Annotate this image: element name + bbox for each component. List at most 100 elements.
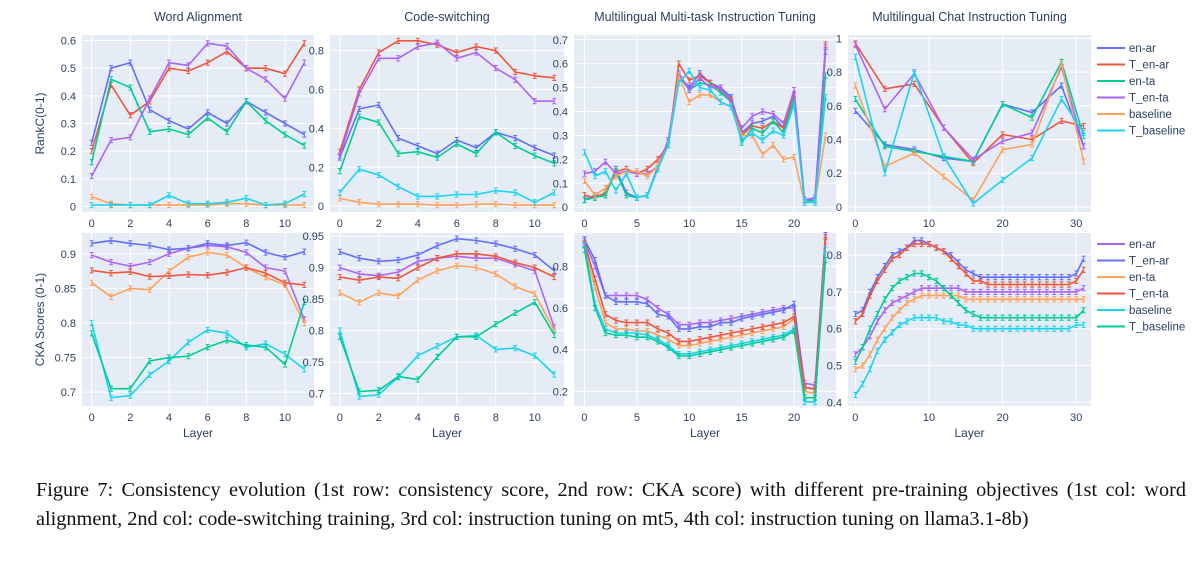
data-point <box>1022 314 1027 321</box>
subplot-r2c1: 0.7 0.75 0.8 0.85 0.9 0 2 4 6 8 10 Layer CKA Scores … <box>33 233 314 440</box>
data-point <box>415 43 420 50</box>
data-point <box>1022 281 1027 288</box>
data-point <box>1022 288 1027 295</box>
data-point <box>985 274 990 281</box>
data-point <box>971 310 976 318</box>
series-T_en-ta <box>337 39 557 159</box>
data-point <box>802 199 807 206</box>
data-point <box>493 64 498 72</box>
data-point <box>592 256 597 264</box>
data-point <box>592 304 597 312</box>
data-point <box>963 307 968 314</box>
series-line <box>854 287 1084 356</box>
data-point <box>971 296 976 303</box>
data-point <box>956 321 961 329</box>
data-point <box>1030 114 1035 121</box>
data-point <box>263 270 268 277</box>
data-point <box>853 391 858 399</box>
data-point <box>897 321 902 329</box>
data-point <box>603 192 608 199</box>
series-T_baseline <box>89 299 307 392</box>
data-point <box>225 252 229 259</box>
data-point <box>1081 158 1086 165</box>
data-point <box>927 240 931 248</box>
data-point <box>128 84 133 91</box>
data-point <box>1059 117 1064 125</box>
data-point <box>1052 314 1057 321</box>
x-axis-label: Layer <box>954 426 984 440</box>
data-point <box>89 240 94 247</box>
series-line <box>339 301 555 393</box>
data-point <box>927 292 931 299</box>
data-point <box>993 288 998 295</box>
data-point <box>934 277 939 284</box>
x-tick-label: 2 <box>127 218 133 230</box>
y-tick-label: 0.85 <box>55 283 76 295</box>
x-tick-label: 5 <box>634 218 640 230</box>
data-point <box>532 352 537 359</box>
data-point <box>1074 288 1079 295</box>
legend-entry: baseline <box>1097 305 1172 317</box>
data-point <box>1030 288 1035 295</box>
data-point <box>552 189 557 196</box>
data-point <box>1008 281 1012 288</box>
data-point <box>603 329 608 337</box>
x-tick-label: 10 <box>279 412 291 424</box>
data-point <box>927 314 931 321</box>
data-point <box>493 240 498 247</box>
data-point <box>687 98 692 106</box>
data-point <box>655 165 660 173</box>
data-point <box>963 270 968 277</box>
data-point <box>750 129 755 137</box>
data-point <box>1000 281 1005 288</box>
data-point <box>882 143 887 150</box>
data-point <box>971 156 976 163</box>
data-point <box>890 255 895 262</box>
series-T_en-ta <box>89 264 307 288</box>
data-point <box>337 152 342 159</box>
y-tick-label: 0.8 <box>61 318 76 330</box>
data-point <box>474 191 479 198</box>
data-point <box>687 352 692 360</box>
data-point <box>912 288 917 295</box>
data-point <box>771 309 776 316</box>
data-point <box>949 318 954 325</box>
data-point <box>205 114 210 122</box>
y-tick-label: 0.7 <box>309 388 324 400</box>
data-point <box>934 244 939 251</box>
data-point <box>971 270 976 277</box>
data-point <box>985 281 990 288</box>
data-point <box>1059 325 1064 332</box>
data-point <box>109 136 113 144</box>
data-point <box>655 338 660 345</box>
data-point <box>868 366 873 373</box>
data-point <box>613 332 618 339</box>
data-point <box>781 132 786 139</box>
data-point <box>454 191 459 198</box>
data-point <box>205 240 210 247</box>
data-point <box>225 337 229 344</box>
data-point <box>676 338 681 345</box>
data-point <box>225 120 229 127</box>
data-point <box>109 258 113 266</box>
series-T_en-ta <box>89 40 307 180</box>
data-point <box>634 194 639 201</box>
data-point <box>853 53 858 61</box>
data-point <box>283 200 287 207</box>
x-tick-label: 0 <box>89 412 95 424</box>
y-tick-label: 0 <box>318 201 324 213</box>
data-point <box>666 141 671 149</box>
data-point <box>771 336 776 343</box>
data-point <box>302 40 307 47</box>
data-point <box>860 362 865 369</box>
series-T_en-ar <box>582 231 828 393</box>
data-point <box>1081 266 1086 273</box>
data-point <box>186 339 191 346</box>
data-point <box>708 86 713 94</box>
data-point <box>552 202 557 209</box>
data-point <box>225 242 229 249</box>
data-point <box>949 255 954 262</box>
data-point <box>263 249 268 256</box>
data-point <box>205 272 210 279</box>
